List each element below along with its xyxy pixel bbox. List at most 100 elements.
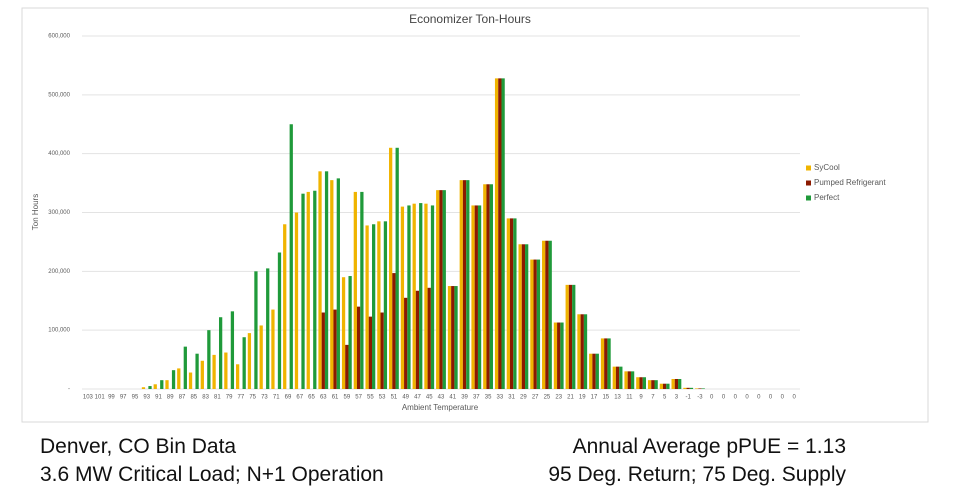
- bar: [647, 380, 652, 389]
- x-tick-label: 21: [567, 395, 574, 401]
- x-tick-label: 43: [438, 395, 445, 401]
- x-tick-label: 89: [167, 395, 174, 401]
- x-tick-label: 53: [379, 395, 386, 401]
- footer-line: Denver, CO Bin Data: [40, 435, 237, 458]
- bar: [466, 180, 470, 389]
- bar: [324, 171, 329, 389]
- bar: [671, 378, 675, 389]
- chart: Economizer Ton-Hours Ton Hours Ambient T…: [21, 7, 929, 423]
- x-tick-label: 93: [143, 395, 150, 401]
- x-tick-label: 0: [781, 395, 785, 401]
- x-tick-label: 77: [238, 395, 245, 401]
- x-tick-label: 57: [355, 395, 362, 401]
- x-axis-label: Ambient Temperature: [402, 403, 479, 412]
- x-tick-label: 0: [769, 395, 773, 401]
- bar: [218, 317, 223, 389]
- bar: [568, 284, 573, 389]
- x-tick-label: 0: [745, 395, 749, 401]
- bar: [395, 147, 399, 389]
- bar: [604, 338, 608, 389]
- bar: [436, 190, 440, 389]
- x-tick-label: 35: [485, 395, 492, 401]
- x-tick-label: 65: [308, 395, 315, 401]
- bar: [600, 338, 605, 389]
- x-tick-label: 25: [544, 395, 551, 401]
- bar: [521, 244, 526, 389]
- bar: [380, 312, 384, 389]
- bar: [341, 277, 346, 389]
- legend-swatch: [806, 195, 811, 201]
- bar: [365, 225, 369, 389]
- bar: [153, 384, 157, 389]
- footer-left: Denver, CO Bin Data 3.6 MW Critical Load…: [40, 433, 384, 489]
- x-tick-label: 103: [83, 395, 94, 401]
- x-tick-label: 3: [675, 395, 679, 401]
- bar: [612, 366, 616, 389]
- x-tick-label: 11: [626, 395, 633, 401]
- y-tick-label: 300,000: [48, 210, 70, 216]
- bar: [639, 377, 643, 389]
- bar: [518, 244, 522, 389]
- bar: [565, 284, 569, 389]
- x-tick-label: 17: [591, 395, 598, 401]
- bar: [627, 371, 631, 389]
- bar: [474, 205, 478, 389]
- bar: [400, 206, 405, 389]
- x-tick-label: 51: [391, 395, 398, 401]
- x-tick-label: 97: [120, 395, 127, 401]
- bar: [659, 383, 664, 389]
- bar: [207, 330, 211, 389]
- x-tick-label: 71: [273, 395, 280, 401]
- x-tick-label: 85: [190, 395, 197, 401]
- x-tick-label: 5: [663, 395, 667, 401]
- bar: [345, 344, 349, 389]
- footer-right: Annual Average pPUE = 1.13 95 Deg. Retur…: [548, 433, 846, 489]
- bar: [483, 184, 487, 389]
- bar: [356, 306, 361, 389]
- bar: [486, 184, 490, 389]
- footer-line: 3.6 MW Critical Load; N+1 Operation: [40, 463, 384, 486]
- chart-title: Economizer Ton-Hours: [409, 12, 531, 26]
- bar: [271, 309, 275, 389]
- bar: [333, 309, 337, 389]
- bar: [525, 244, 529, 389]
- legend-label: Perfect: [814, 193, 840, 202]
- bar: [583, 314, 588, 389]
- x-tick-label: 33: [497, 395, 504, 401]
- bar: [148, 386, 152, 389]
- x-tick-label: 87: [179, 395, 186, 401]
- y-tick-label: 200,000: [48, 269, 70, 275]
- y-tick-label: -: [68, 387, 70, 393]
- x-tick-label: -3: [697, 395, 703, 401]
- bar: [615, 366, 620, 389]
- bar: [372, 224, 376, 389]
- x-tick-label: 83: [202, 395, 209, 401]
- x-tick-label: -1: [686, 395, 692, 401]
- x-tick-label: 73: [261, 395, 268, 401]
- bar: [407, 205, 411, 389]
- bar: [683, 387, 687, 389]
- legend-swatch: [806, 165, 811, 171]
- bar: [412, 203, 416, 389]
- bar: [494, 78, 499, 390]
- bar: [277, 252, 282, 389]
- x-tick-label: 31: [508, 395, 515, 401]
- x-tick-label: 49: [402, 395, 409, 401]
- bar: [674, 378, 679, 389]
- x-tick-label: 9: [639, 395, 643, 401]
- bar: [678, 378, 682, 389]
- bar: [447, 286, 452, 389]
- bar: [321, 312, 325, 389]
- x-tick-label: 15: [602, 395, 609, 401]
- bar: [200, 360, 204, 389]
- bar: [289, 124, 293, 389]
- bar: [224, 352, 228, 389]
- footer-line: Annual Average pPUE = 1.13: [572, 435, 846, 458]
- bar: [266, 268, 270, 389]
- bar: [419, 203, 423, 389]
- legend-label: SyCool: [814, 163, 840, 172]
- x-tick-label: 59: [343, 395, 350, 401]
- x-tick-label: 67: [296, 395, 303, 401]
- bar: [242, 337, 246, 389]
